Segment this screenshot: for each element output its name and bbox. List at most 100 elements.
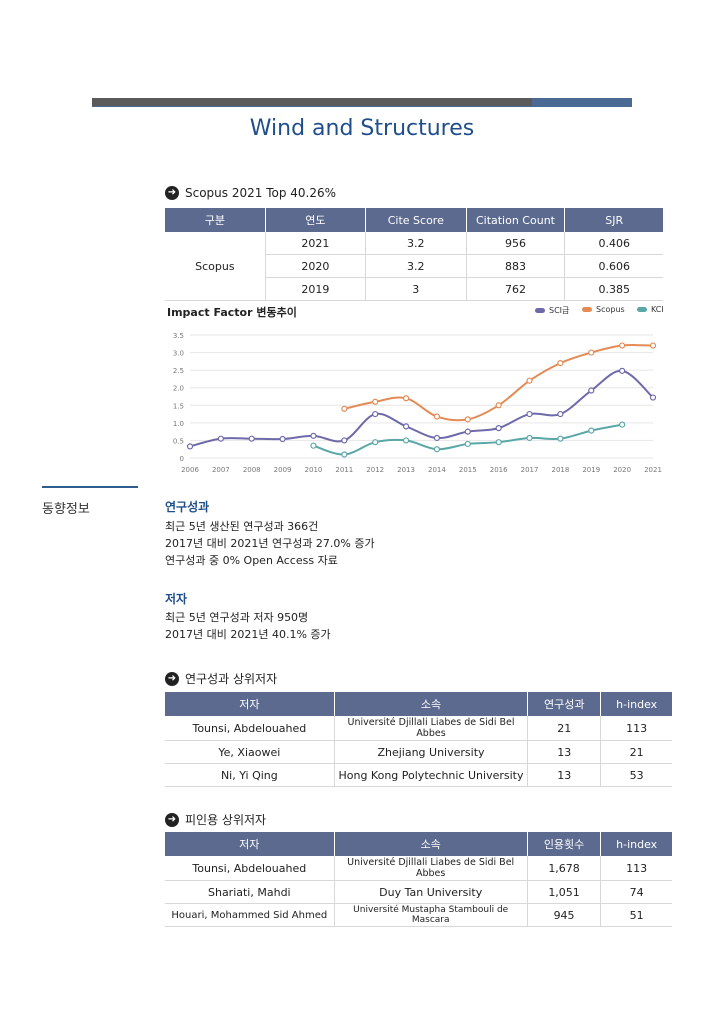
page-title: Wind and Structures	[249, 116, 475, 141]
scopus-table: 구분 연도 Cite Score Citation Count SJR Scop…	[165, 208, 663, 301]
impact-factor-chart: 0 0.5 1.0 1.5 2.0 2.5 3.0 3.5 2006 2007 2008 2009 20…	[173, 332, 662, 474]
cell: Université Mustapha Stambouli de Mascara	[334, 903, 528, 927]
table-row: Tounsi, Abdelouahed Université Djillali …	[165, 856, 672, 881]
data-point	[341, 405, 348, 412]
x-tick-label: 2015	[459, 466, 477, 474]
cell: Ye, Xiaowei	[165, 740, 335, 764]
col-header: 저자	[165, 832, 335, 856]
x-tick-label: 2019	[582, 466, 600, 474]
data-point	[464, 416, 471, 423]
research-heading: 연구성과	[165, 500, 210, 514]
y-tick-label: 1.0	[173, 420, 184, 428]
legend-label: SCI급	[549, 306, 570, 315]
cell: 53	[600, 763, 672, 787]
data-point	[433, 434, 441, 442]
cell: Shariati, Mahdi	[165, 880, 335, 904]
y-tick-label: 0	[180, 455, 184, 463]
cell: 13	[527, 740, 602, 764]
arrow-right-icon: ➜	[165, 671, 179, 686]
data-point	[495, 402, 502, 409]
side-rule	[42, 486, 138, 488]
data-point	[248, 435, 255, 442]
cell: 945	[527, 903, 602, 927]
data-point	[526, 410, 533, 418]
data-point	[186, 443, 194, 450]
legend-item-sci: SCI급	[535, 305, 569, 316]
text-line: 연구성과 중 0% Open Access 자료	[165, 554, 338, 567]
top-authors-heading: ➜ 연구성과 상위저자	[165, 670, 277, 687]
col-header: h-index	[600, 692, 672, 716]
text-line: 최근 5년 연구성과 저자 950명	[165, 611, 309, 624]
text-line: 최근 5년 생산된 연구성과 366건	[165, 520, 319, 533]
col-header: 구분	[165, 208, 266, 232]
cell: Houari, Mohammed Sid Ahmed	[165, 903, 335, 927]
scopus-heading-text: Scopus 2021 Top 40.26%	[185, 186, 337, 200]
side-label: 동향정보	[42, 502, 90, 517]
data-point	[402, 395, 410, 402]
cell: 13	[527, 763, 602, 787]
table-row: Shariati, Mahdi Duy Tan University 1,051…	[165, 880, 672, 904]
x-tick-label: 2012	[366, 466, 384, 474]
cell: 956	[466, 232, 566, 255]
data-point	[526, 377, 533, 384]
data-point	[557, 360, 564, 367]
cell: 2019	[265, 277, 367, 301]
group-cell: Scopus	[165, 232, 266, 301]
cell: 762	[466, 277, 566, 301]
data-point	[402, 437, 410, 444]
data-point	[464, 428, 471, 435]
cell: Tounsi, Abdelouahed	[165, 856, 335, 881]
cell: 3.2	[365, 254, 467, 278]
y-tick-label: 2.5	[173, 367, 184, 375]
x-tick-label: 2010	[305, 466, 323, 474]
cited-authors-heading: ➜ 피인용 상위저자	[165, 811, 266, 828]
arrow-right-icon: ➜	[165, 812, 179, 827]
legend-label: KCI	[651, 305, 664, 314]
col-header: SJR	[564, 208, 663, 232]
cell: 0.385	[564, 277, 663, 301]
text-line: 2017년 대비 2021년 연구성과 27.0% 증가	[165, 537, 375, 550]
data-point	[279, 435, 286, 443]
table-row: 2019 3 762 0.385	[165, 277, 663, 301]
cell: 883	[466, 254, 566, 278]
cell: Duy Tan University	[334, 880, 528, 904]
header-bar	[92, 98, 632, 107]
x-tick-label: 2009	[274, 466, 292, 474]
data-point	[341, 451, 348, 458]
cell: Université Djillali Liabes de Sidi Bel A…	[334, 856, 528, 881]
authors-heading: 저자	[165, 592, 188, 606]
y-tick-label: 0.5	[173, 437, 184, 445]
cell: 3.2	[365, 232, 467, 255]
legend-item-scopus: Scopus	[582, 305, 625, 314]
col-header: Cite Score	[365, 208, 467, 232]
x-tick-label: 2021	[644, 466, 662, 474]
data-point	[649, 342, 657, 349]
table-row: Ni, Yi Qing Hong Kong Polytechnic Univer…	[165, 763, 672, 787]
cell: 2021	[265, 232, 367, 255]
data-point	[526, 434, 533, 442]
cell: 1,051	[527, 880, 602, 904]
cell: Tounsi, Abdelouahed	[165, 716, 335, 741]
legend-swatch	[535, 308, 545, 313]
top-authors-table: 저자 소속 연구성과 h-index Tounsi, Abdelouahed U…	[165, 692, 672, 787]
cell: Ni, Yi Qing	[165, 763, 335, 787]
cell: 0.406	[564, 232, 663, 255]
x-tick-label: 2011	[335, 466, 353, 474]
table-row: Ye, Xiaowei Zhejiang University 13 21	[165, 740, 672, 764]
series-line-SCI급	[189, 369, 654, 448]
col-header: h-index	[600, 832, 672, 856]
data-point	[588, 387, 595, 394]
y-tick-label: 3.5	[173, 332, 184, 340]
cell: 51	[600, 903, 672, 927]
cell: Zhejiang University	[334, 740, 529, 764]
col-header: 연구성과	[527, 692, 602, 716]
legend-item-kci: KCI	[637, 305, 664, 314]
data-point	[588, 349, 595, 356]
cell: 1,678	[527, 856, 602, 881]
cell: 2020	[265, 254, 367, 278]
data-point	[372, 398, 379, 405]
cited-authors-table: 저자 소속 인용횟수 h-index Tounsi, Abdelouahed U…	[165, 832, 672, 927]
cell: 21	[527, 716, 602, 741]
data-point	[649, 394, 657, 401]
cited-authors-heading-text: 피인용 상위저자	[185, 813, 267, 827]
